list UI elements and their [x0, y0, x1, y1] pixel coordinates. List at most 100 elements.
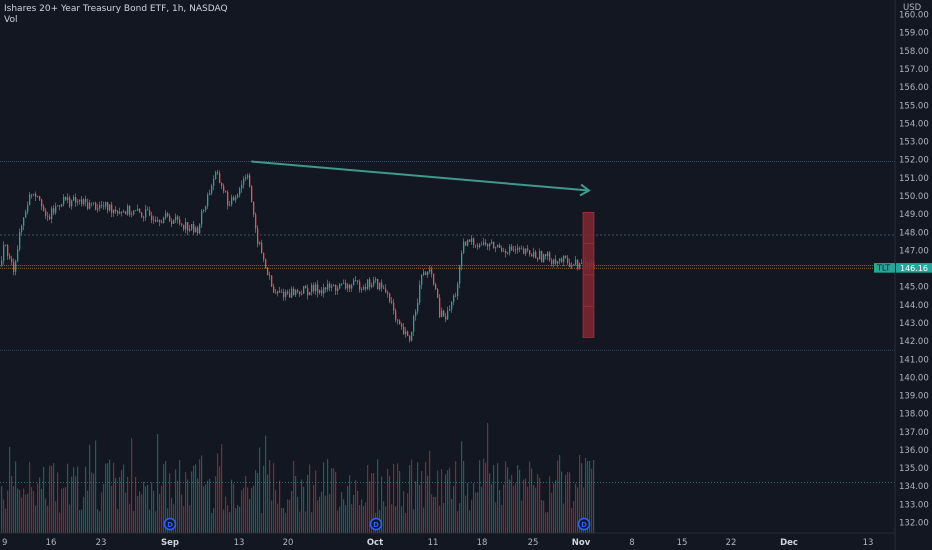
- volume-bar: [35, 505, 37, 533]
- candle: [5, 245, 7, 246]
- candle: [345, 282, 347, 289]
- candle: [173, 220, 175, 224]
- candle: [351, 284, 353, 289]
- volume-bar: [145, 486, 147, 533]
- volume-bar: [555, 480, 557, 533]
- candle: [379, 282, 381, 290]
- candle: [169, 215, 171, 221]
- volume-bar: [225, 496, 227, 533]
- volume-bar: [75, 476, 77, 533]
- candle: [257, 228, 259, 244]
- volume-bar: [589, 460, 591, 533]
- volume-bar: [217, 453, 219, 533]
- candle: [533, 251, 535, 257]
- volume-bar: [271, 500, 273, 533]
- price-tick-label: 140.00: [899, 373, 929, 383]
- candle: [35, 193, 37, 197]
- volume-bar: [173, 504, 175, 533]
- candle: [175, 216, 177, 221]
- candle: [135, 210, 137, 212]
- candle: [263, 252, 265, 260]
- candle: [141, 212, 143, 218]
- volume-bar: [481, 486, 483, 533]
- price-tick-label: 132.00: [899, 519, 929, 529]
- candle: [289, 293, 291, 298]
- volume-bar: [503, 484, 505, 533]
- time-tick-label: Sep: [161, 538, 179, 548]
- candle: [413, 316, 415, 332]
- volume-bar: [207, 480, 209, 533]
- volume-bar: [593, 460, 595, 533]
- volume-bar: [245, 476, 247, 533]
- volume-bar: [159, 494, 161, 533]
- candle: [459, 266, 461, 284]
- candle: [61, 204, 63, 207]
- volume-bar: [507, 467, 509, 533]
- volume-bar: [13, 486, 15, 533]
- candle: [469, 239, 471, 242]
- volume-bar: [447, 470, 449, 533]
- volume-bar: [401, 506, 403, 533]
- volume-bar: [49, 465, 51, 533]
- candle: [341, 283, 343, 285]
- candle: [161, 222, 163, 223]
- candle: [483, 242, 485, 245]
- price-tag-label: TLT: [876, 264, 890, 273]
- candle: [219, 173, 221, 183]
- time-tick-label: 13: [863, 538, 874, 548]
- candle: [97, 208, 99, 210]
- dividend-marker-icon: D: [163, 517, 177, 531]
- volume-bar: [241, 490, 243, 533]
- volume-bar: [487, 422, 489, 533]
- volume-bar: [291, 491, 293, 533]
- candle: [39, 196, 41, 200]
- volume-bar: [313, 485, 315, 533]
- volume-bar: [131, 438, 133, 533]
- candle: [53, 208, 55, 213]
- volume-bar: [83, 496, 85, 533]
- candle: [101, 205, 103, 206]
- candle: [115, 209, 117, 212]
- volume-bar: [343, 499, 345, 533]
- volume-bar: [181, 494, 183, 533]
- volume-bar: [109, 459, 111, 533]
- volume-bar: [585, 457, 587, 533]
- volume-bar: [455, 461, 457, 533]
- price-tick-label: 159.00: [899, 29, 929, 39]
- volume-bar: [373, 473, 375, 533]
- volume-bar: [243, 487, 245, 533]
- candle: [565, 255, 567, 258]
- volume-bar: [73, 467, 75, 533]
- candle: [275, 292, 277, 294]
- candle: [375, 278, 377, 281]
- volume-bar: [381, 476, 383, 533]
- candle: [575, 259, 577, 265]
- volume-bar: [85, 466, 87, 533]
- candle: [343, 282, 345, 284]
- candle: [553, 259, 555, 264]
- volume-bar: [531, 468, 533, 533]
- candle: [577, 259, 579, 268]
- candle: [185, 222, 187, 230]
- candle: [67, 197, 69, 201]
- volume-bar: [465, 495, 467, 533]
- volume-bar: [193, 465, 195, 533]
- volume-bar: [571, 507, 573, 533]
- candle: [517, 247, 519, 251]
- candle: [401, 324, 403, 327]
- time-tick-label: 23: [96, 538, 107, 548]
- volume-bar: [559, 455, 561, 533]
- volume-bar: [183, 506, 185, 533]
- candle: [435, 284, 437, 289]
- price-tick-label: 139.00: [899, 392, 929, 402]
- candle: [505, 251, 507, 254]
- volume-bar: [537, 474, 539, 533]
- candle: [223, 186, 225, 192]
- volume-bar: [7, 490, 9, 533]
- volume-bar: [473, 483, 475, 533]
- candle: [87, 202, 89, 209]
- candle: [113, 209, 115, 214]
- candle: [471, 238, 473, 242]
- price-tick-label: 148.00: [899, 228, 929, 238]
